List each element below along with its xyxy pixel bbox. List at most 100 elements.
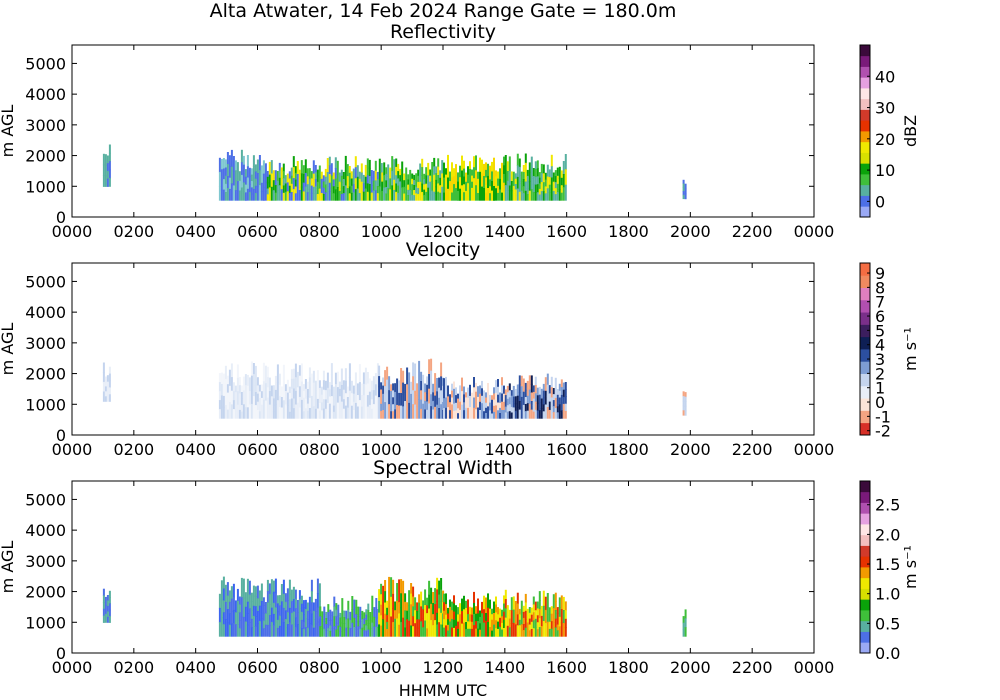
data-cell xyxy=(449,402,451,411)
data-cell xyxy=(485,392,487,399)
colorbar-swatch xyxy=(860,287,870,301)
data-cell xyxy=(348,186,351,194)
data-cell xyxy=(340,187,343,195)
data-cell xyxy=(284,175,287,184)
data-cell xyxy=(489,608,491,619)
x-tick-label: 2200 xyxy=(732,658,773,677)
data-cell xyxy=(398,602,401,614)
data-cell xyxy=(378,158,381,174)
data-cell xyxy=(310,178,313,187)
data-cell xyxy=(510,412,513,419)
data-cell xyxy=(304,609,307,619)
data-cell xyxy=(485,162,487,171)
data-cell xyxy=(384,370,387,387)
data-cell xyxy=(387,176,390,189)
data-cell xyxy=(340,385,343,403)
data-cell xyxy=(554,592,557,602)
data-cell xyxy=(475,409,477,419)
data-cell xyxy=(473,156,475,168)
data-cell xyxy=(491,190,493,201)
data-cell xyxy=(292,178,295,190)
data-cell xyxy=(469,184,471,193)
data-cell xyxy=(224,365,227,380)
data-cell xyxy=(222,189,225,201)
data-cell xyxy=(108,380,111,388)
data-cell xyxy=(312,610,315,620)
data-cell xyxy=(385,187,388,195)
data-cell xyxy=(266,602,269,615)
data-cell xyxy=(381,181,384,192)
data-cell xyxy=(493,399,495,407)
data-cell xyxy=(401,174,404,188)
data-cell xyxy=(475,606,477,615)
data-cell xyxy=(493,613,495,626)
data-cell xyxy=(364,164,367,178)
data-cell xyxy=(278,162,281,171)
data-cell xyxy=(501,162,503,171)
data-cell xyxy=(428,608,431,623)
data-cell xyxy=(102,175,105,187)
data-cell xyxy=(418,399,421,419)
data-cell xyxy=(451,411,453,419)
data-cell xyxy=(402,617,405,637)
data-cell xyxy=(420,381,423,391)
data-cell xyxy=(391,170,394,187)
data-cell xyxy=(487,593,489,609)
data-cell xyxy=(248,167,251,177)
data-cell xyxy=(546,607,549,623)
data-cell xyxy=(504,589,507,600)
data-cell xyxy=(282,622,285,637)
data-cell xyxy=(485,402,487,409)
data-cell xyxy=(264,624,267,637)
data-cell xyxy=(280,601,283,620)
data-cell xyxy=(420,390,423,401)
data-cell xyxy=(276,382,279,401)
data-cell xyxy=(240,385,243,393)
data-cell xyxy=(280,618,283,637)
data-cell xyxy=(504,185,507,201)
data-cell xyxy=(318,165,321,178)
data-cell xyxy=(463,160,465,170)
colorbar-swatch xyxy=(860,610,870,622)
data-cell xyxy=(218,373,221,383)
data-cell xyxy=(348,363,351,378)
colorbar-swatch xyxy=(860,545,870,557)
data-cell xyxy=(284,191,287,201)
data-cell xyxy=(475,628,477,637)
data-cell xyxy=(274,375,277,391)
data-cell xyxy=(331,611,334,621)
data-cell xyxy=(532,628,535,637)
y-tick-label: 2000 xyxy=(25,147,66,166)
data-cell xyxy=(296,371,299,388)
data-cell xyxy=(306,396,309,405)
x-tick-label: 0600 xyxy=(237,440,278,459)
data-cell xyxy=(276,364,279,383)
data-cell xyxy=(236,588,239,602)
x-axis-label: HHMM UTC xyxy=(399,681,487,700)
data-cell xyxy=(479,157,481,173)
data-cell xyxy=(512,185,515,194)
colorbar-swatch xyxy=(860,88,870,100)
data-cell xyxy=(384,591,387,603)
data-cell xyxy=(432,603,435,615)
data-cell xyxy=(340,401,343,419)
data-cell xyxy=(242,182,245,192)
y-tick-label: 0 xyxy=(56,644,66,663)
data-cell xyxy=(343,629,346,637)
data-cell xyxy=(538,627,541,637)
data-cell xyxy=(242,578,245,599)
data-cell xyxy=(405,167,408,177)
data-cell xyxy=(292,586,295,600)
colorbar-swatch xyxy=(860,336,870,350)
data-cell xyxy=(536,622,539,630)
data-cell xyxy=(433,183,436,193)
data-cell xyxy=(440,612,443,625)
data-cell xyxy=(316,607,319,623)
data-cell xyxy=(362,406,365,419)
data-cell xyxy=(302,390,305,399)
data-cell xyxy=(374,384,377,397)
data-cell xyxy=(398,590,401,603)
data-cell xyxy=(244,407,247,419)
data-cell xyxy=(328,410,331,419)
